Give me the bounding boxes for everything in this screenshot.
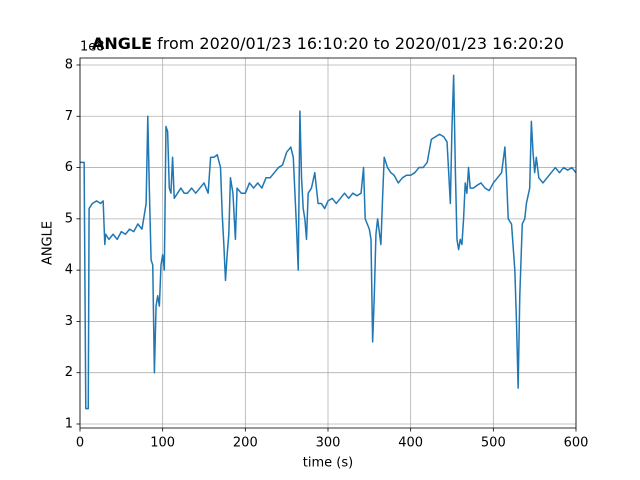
x-tick-label: 200 xyxy=(233,436,258,451)
title-bold: ANGLE xyxy=(92,34,152,53)
y-tick-label: 7 xyxy=(65,109,73,124)
x-axis-label: time (s) xyxy=(303,456,353,471)
x-tick-label: 400 xyxy=(398,436,423,451)
y-tick-label: 3 xyxy=(65,314,73,329)
y-tick-label: 6 xyxy=(65,160,73,175)
y-tick-label: 1 xyxy=(65,416,73,431)
x-tick-label: 600 xyxy=(564,436,589,451)
x-tick-label: 300 xyxy=(316,436,341,451)
y-tick-label: 4 xyxy=(65,263,73,278)
chart-title: ANGLE from 2020/01/23 16:10:20 to 2020/0… xyxy=(92,34,564,53)
y-offset-label: 1e8 xyxy=(80,40,105,55)
y-tick-label: 5 xyxy=(65,211,73,226)
y-tick-label: 8 xyxy=(65,57,73,72)
y-axis-label: ANGLE xyxy=(41,221,56,265)
x-tick-label: 0 xyxy=(76,436,84,451)
title-text: from 2020/01/23 16:10:20 to 2020/01/23 1… xyxy=(157,34,564,53)
y-tick-label: 2 xyxy=(65,365,73,380)
x-tick-label: 500 xyxy=(481,436,506,451)
data-line xyxy=(80,74,577,410)
x-tick-label: 100 xyxy=(150,436,175,451)
